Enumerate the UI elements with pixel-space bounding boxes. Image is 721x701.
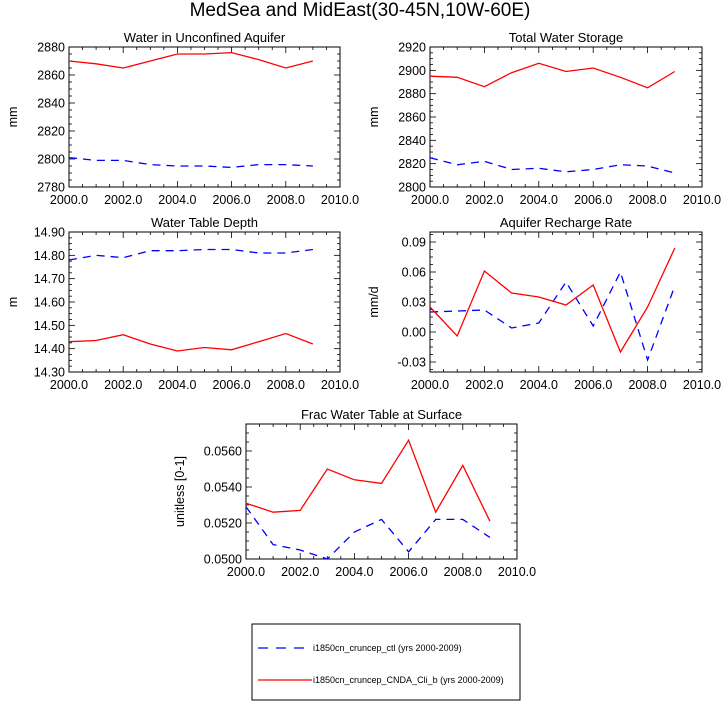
water-table-depth-xtick-label: 2004.0 [158,378,196,392]
legend-cnda-label: i1850cn_cruncep_CNDA_Cli_b (yrs 2000-200… [313,675,504,685]
total-water-storage-xtick-label: 2000.0 [411,193,449,207]
aquifer-recharge-rate-xtick-label: 2000.0 [411,378,449,392]
total-water-storage-xtick-label: 2004.0 [520,193,558,207]
aquifer-recharge-rate-ylabel: mm/d [367,286,381,317]
unconfined-aquifer-ytick-label: 2820 [37,125,65,139]
unconfined-aquifer-ytick-label: 2780 [37,181,65,195]
total-water-storage-ytick-label: 2820 [398,157,426,171]
unconfined-aquifer-ytick-label: 2800 [37,153,65,167]
frac-water-table-surface-ylabel: unitless [0-1] [173,456,187,527]
aquifer-recharge-rate-xtick-label: 2010.0 [683,378,721,392]
water-table-depth-xtick-label: 2008.0 [267,378,305,392]
frac-water-table-surface-xtick-label: 2008.0 [444,565,482,579]
aquifer-recharge-rate-ytick-label: -0.03 [398,356,427,370]
total-water-storage-panel: Total Water Storage 2000.0 2002.0 2004.0 200… [367,30,721,207]
unconfined-aquifer-xtick-label: 2004.0 [158,193,196,207]
aquifer-recharge-rate-xtick-label: 2006.0 [574,378,612,392]
unconfined-aquifer-xtick-label: 2000.0 [50,193,88,207]
aquifer-recharge-rate-xtick-label: 2004.0 [520,378,558,392]
aquifer-recharge-rate-ytick-label: 0.03 [402,296,426,310]
aquifer-recharge-rate-xtick-label: 2002.0 [465,378,503,392]
total-water-storage-ylabel: mm [367,107,381,128]
aquifer-recharge-rate-ytick-label: 0.06 [402,266,426,280]
water-table-depth-xtick-label: 2000.0 [50,378,88,392]
water-table-depth-series-cnda [68,332,314,352]
water-table-depth-ytick-label: 14.90 [34,226,65,240]
aquifer-recharge-rate-series-cnda [429,247,676,354]
unconfined-aquifer-xtick-label: 2006.0 [212,193,250,207]
unconfined-aquifer-title: Water in Unconfined Aquifer [124,30,286,45]
legend-frame [251,623,521,701]
frac-water-table-surface-xtick-label: 2002.0 [281,565,319,579]
water-table-depth-ytick-label: 14.30 [34,366,65,380]
total-water-storage-ytick-label: 2900 [398,64,426,78]
water-table-depth-title: Water Table Depth [151,215,258,230]
water-table-depth-xtick-label: 2006.0 [212,378,250,392]
total-water-storage-xtick-label: 2010.0 [683,193,721,207]
frac-water-table-surface-xtick-label: 2000.0 [227,565,265,579]
frac-water-table-surface-panel: Frac Water Table at Surface 2000.0 2002.0 2… [173,407,536,579]
frac-water-table-surface-series-ctl [245,506,491,560]
unconfined-aquifer-xtick-label: 2002.0 [104,193,142,207]
aquifer-recharge-rate-title: Aquifer Recharge Rate [500,215,632,230]
aquifer-recharge-rate-ytick-label: 0.00 [402,326,426,340]
total-water-storage-xtick-label: 2002.0 [465,193,503,207]
aquifer-recharge-rate-xtick-label: 2008.0 [628,378,666,392]
total-water-storage-ytick-label: 2880 [398,87,426,101]
chart-panels: Water in Unconfined Aquifer 2000.0 2002.0 2… [6,30,721,579]
frac-water-table-surface-ytick-label: 0.0520 [204,517,242,531]
total-water-storage-ytick-label: 2800 [398,181,426,195]
total-water-storage-xtick-label: 2008.0 [628,193,666,207]
unconfined-aquifer-ytick-label: 2840 [37,97,65,111]
total-water-storage-xtick-label: 2006.0 [574,193,612,207]
water-table-depth-xtick-label: 2002.0 [104,378,142,392]
total-water-storage-series-cnda [429,62,676,89]
legend-ctl-label: i1850cn_cruncep_ctl (yrs 2000-2009) [313,643,462,653]
water-table-depth-ytick-label: 14.40 [34,342,65,356]
unconfined-aquifer-ytick-label: 2860 [37,69,65,83]
frac-water-table-surface-xtick-label: 2004.0 [335,565,373,579]
frac-water-table-surface-series-cnda [245,438,491,522]
unconfined-aquifer-xtick-label: 2010.0 [321,193,359,207]
water-table-depth-ytick-label: 14.60 [34,296,65,310]
unconfined-aquifer-panel: Water in Unconfined Aquifer 2000.0 2002.0 2… [6,30,359,207]
aquifer-recharge-rate-ytick-label: 0.09 [402,236,426,250]
frac-water-table-surface-ytick-label: 0.0560 [204,445,242,459]
water-table-depth-panel: Water Table Depth 2000.0 2002.0 2004.0 2006.… [6,215,359,392]
frac-water-table-surface-xtick-label: 2010.0 [498,565,536,579]
frac-water-table-surface-ytick-label: 0.0500 [204,553,242,567]
unconfined-aquifer-xtick-label: 2008.0 [267,193,305,207]
aquifer-recharge-rate-series-ctl [429,270,676,363]
water-table-depth-ytick-label: 14.80 [34,249,65,263]
water-table-depth-ylabel: m [6,297,20,307]
total-water-storage-ytick-label: 2920 [398,41,426,55]
unconfined-aquifer-ylabel: mm [6,107,20,128]
water-table-depth-xtick-label: 2010.0 [321,378,359,392]
total-water-storage-ytick-label: 2840 [398,134,426,148]
figure-title: MedSea and MidEast(30-45N,10W-60E) [190,0,531,21]
aquifer-recharge-rate-panel: Aquifer Recharge Rate 2000.0 2002.0 2004.0 2… [367,215,721,392]
unconfined-aquifer-series-cnda [68,51,314,69]
unconfined-aquifer-ytick-label: 2880 [37,41,65,55]
unconfined-aquifer-series-ctl [68,156,313,169]
total-water-storage-title: Total Water Storage [509,30,623,45]
frac-water-table-surface-ytick-label: 0.0540 [204,481,242,495]
frac-water-table-surface-xtick-label: 2006.0 [389,565,427,579]
water-table-depth-ytick-label: 14.70 [34,272,65,286]
legend-box: i1850cn_cruncep_ctl (yrs 2000-2009) i185… [251,623,521,701]
total-water-storage-ytick-label: 2860 [398,111,426,125]
frac-water-table-surface-title: Frac Water Table at Surface [301,407,462,422]
water-table-depth-ytick-label: 14.50 [34,319,65,333]
